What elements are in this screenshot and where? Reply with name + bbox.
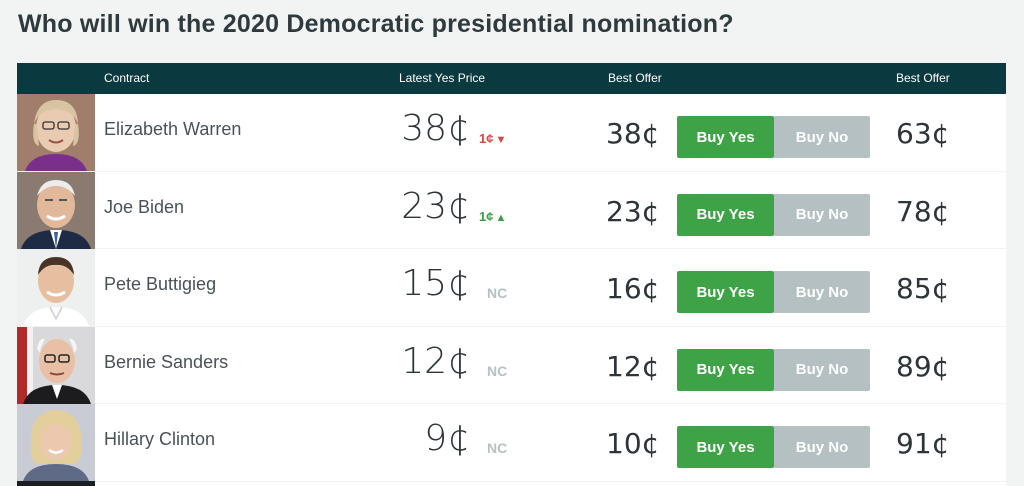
buy-yes-button[interactable]: Buy Yes [677, 116, 774, 158]
price-change: NC [487, 362, 508, 379]
avatar[interactable] [17, 326, 95, 404]
price-change: 1¢ ▲ [479, 208, 507, 224]
price-change: 1¢ ▼ [479, 131, 507, 146]
buy-yes-button[interactable]: Buy Yes [677, 348, 774, 391]
avatar[interactable] [17, 404, 95, 481]
best-offer-no: 78¢ [896, 194, 950, 228]
buy-no-button[interactable]: Buy No [774, 116, 870, 158]
table-row: Bernie Sanders 12¢ NC 12¢ Buy Yes Buy No… [17, 326, 1006, 404]
column-header-latest-yes-price: Latest Yes Price [399, 71, 486, 85]
next-row-avatar-edge [17, 481, 95, 486]
page-title: Who will win the 2020 Democratic preside… [18, 10, 734, 38]
buy-yes-button[interactable]: Buy Yes [677, 271, 774, 313]
contract-name[interactable]: Joe Biden [104, 196, 185, 217]
buy-no-button[interactable]: Buy No [774, 426, 870, 468]
latest-yes-price: 23¢ [401, 185, 470, 227]
contract-name[interactable]: Elizabeth Warren [104, 119, 242, 139]
column-header-best-offer-yes: Best Offer [608, 71, 662, 85]
avatar[interactable] [17, 171, 95, 249]
contracts-table: Contract Latest Yes Price Best Offer Bes… [17, 63, 1006, 486]
latest-yes-price: 38¢ [401, 108, 470, 149]
best-offer-no: 85¢ [896, 272, 950, 305]
best-offer-yes: 10¢ [606, 427, 660, 460]
arrow-down-icon: ▼ [495, 134, 507, 146]
column-header-best-offer-no: Best Offer [896, 71, 950, 85]
buy-no-button[interactable]: Buy No [774, 348, 870, 391]
best-offer-yes: 12¢ [606, 349, 660, 383]
table-header: Contract Latest Yes Price Best Offer Bes… [17, 63, 1006, 94]
best-offer-yes: 23¢ [606, 194, 660, 228]
table-row: Elizabeth Warren 38¢ 1¢ ▼ 38¢ Buy Yes Buy… [17, 94, 1006, 172]
best-offer-no: 63¢ [896, 117, 950, 150]
contract-name[interactable]: Hillary Clinton [104, 429, 216, 449]
table-row: Pete Buttigieg 15¢ NC 16¢ Buy Yes Buy No… [17, 249, 1006, 327]
contract-name[interactable]: Bernie Sanders [104, 351, 229, 372]
buy-yes-button[interactable]: Buy Yes [677, 193, 774, 236]
buy-no-button[interactable]: Buy No [774, 193, 870, 236]
best-offer-no: 91¢ [896, 427, 950, 460]
contract-name[interactable]: Pete Buttigieg [104, 274, 217, 294]
avatar[interactable] [17, 94, 95, 171]
best-offer-yes: 16¢ [606, 272, 660, 305]
arrow-up-icon: ▲ [495, 211, 507, 224]
buy-no-button[interactable]: Buy No [774, 271, 870, 313]
table-row: Hillary Clinton 9¢ NC 10¢ Buy Yes Buy No… [17, 404, 1006, 482]
latest-yes-price: 15¢ [401, 263, 470, 304]
price-change: NC [487, 440, 508, 456]
avatar[interactable] [17, 249, 95, 326]
buy-yes-button[interactable]: Buy Yes [677, 426, 774, 468]
latest-yes-price: 12¢ [401, 340, 470, 382]
price-change: NC [487, 285, 508, 301]
best-offer-no: 89¢ [896, 349, 950, 383]
best-offer-yes: 38¢ [606, 117, 660, 150]
table-row: Joe Biden 23¢ 1¢ ▲ 23¢ Buy Yes Buy No 78¢ [17, 171, 1006, 249]
column-header-contract: Contract [104, 71, 150, 85]
latest-yes-price: 9¢ [424, 418, 470, 459]
